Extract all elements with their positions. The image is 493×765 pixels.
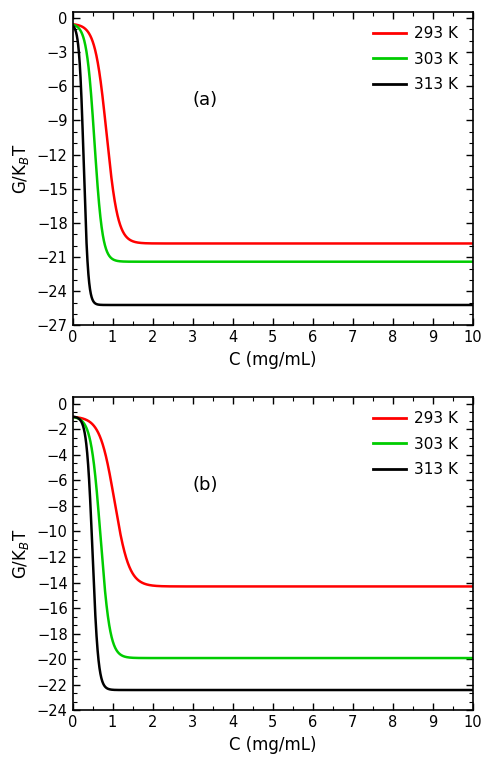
Legend: 293 K, 303 K, 313 K: 293 K, 303 K, 313 K: [366, 405, 464, 483]
Y-axis label: G/K$_B$T: G/K$_B$T: [11, 144, 31, 194]
X-axis label: C (mg/mL): C (mg/mL): [229, 736, 317, 754]
X-axis label: C (mg/mL): C (mg/mL): [229, 351, 317, 369]
Text: (a): (a): [193, 90, 218, 109]
Y-axis label: G/K$_B$T: G/K$_B$T: [11, 529, 31, 579]
Legend: 293 K, 303 K, 313 K: 293 K, 303 K, 313 K: [366, 20, 464, 99]
Text: (b): (b): [193, 476, 218, 493]
